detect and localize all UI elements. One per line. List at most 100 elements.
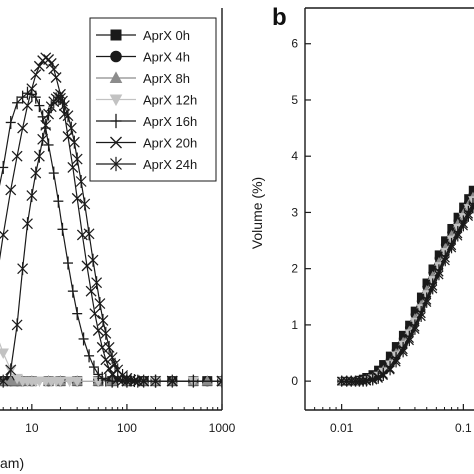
panel-a-data-point bbox=[87, 253, 99, 267]
panel-b-data-point bbox=[391, 356, 401, 368]
panel-a-data-point bbox=[75, 175, 87, 189]
legend-marker bbox=[109, 94, 123, 107]
panel-b-data-point bbox=[368, 374, 378, 386]
panel-b-data-point bbox=[468, 202, 474, 214]
panel-b-data-point bbox=[458, 220, 468, 232]
panel-a-data-point bbox=[37, 132, 49, 146]
legend-item: AprX 24h bbox=[96, 156, 197, 172]
panel-b-data-point bbox=[342, 375, 352, 387]
panel-b-data-point bbox=[453, 230, 463, 242]
panel-b-data-point bbox=[447, 223, 456, 233]
panel-a-data-point bbox=[216, 374, 222, 388]
legend-label: AprX 20h bbox=[143, 136, 197, 151]
panel-a-data-point bbox=[17, 262, 29, 276]
panel-a-data-point bbox=[26, 83, 38, 95]
panel-b-axes bbox=[304, 7, 474, 411]
legend-marker bbox=[110, 136, 122, 149]
panel-a-data-point bbox=[71, 376, 83, 388]
panel-a-data-point bbox=[22, 217, 33, 231]
panel-a-x-tick-label: 100 bbox=[117, 421, 137, 435]
panel-a-data-point bbox=[65, 121, 77, 135]
panel-a-data-point bbox=[45, 57, 57, 69]
panel-a-data-point bbox=[121, 371, 133, 385]
panel-a-data-point bbox=[62, 109, 74, 123]
panel-a-data-point bbox=[72, 307, 83, 321]
panel-a-data-point bbox=[138, 374, 150, 388]
panel-a-data-point bbox=[68, 135, 80, 149]
panel-a-data-point bbox=[78, 332, 89, 346]
panel-a-data-point bbox=[34, 99, 45, 113]
panel-a-data-point bbox=[33, 149, 45, 163]
panel-b-data-point bbox=[410, 323, 420, 335]
panel-b-x-tick-label: 0.01 bbox=[330, 421, 354, 435]
panel-a-data-point bbox=[30, 166, 42, 180]
panel-a-data-point bbox=[40, 118, 52, 132]
panel-a-data-point bbox=[0, 229, 9, 241]
panel-a-data-point bbox=[33, 60, 45, 72]
panel-b-data-point bbox=[404, 335, 414, 347]
panel-a-data-point bbox=[89, 308, 101, 320]
panel-a-data-point bbox=[88, 360, 99, 374]
panel-b-data-point bbox=[440, 255, 450, 267]
panel-b-data-point bbox=[416, 311, 426, 322]
panel-a-data-point bbox=[71, 152, 83, 166]
legend-marker bbox=[110, 156, 122, 172]
panel-a-data-point bbox=[76, 229, 88, 241]
panel-b-data-point bbox=[378, 370, 388, 381]
panel-a-data-point bbox=[50, 72, 62, 83]
panel-a-data-point bbox=[57, 222, 68, 236]
panel-a-data-point bbox=[5, 184, 17, 196]
panel-a-data-point bbox=[62, 256, 73, 270]
panel-a-data-point bbox=[92, 376, 105, 388]
panel-b-series-layer bbox=[336, 185, 474, 387]
panel-b-data-point bbox=[441, 236, 450, 245]
panel-a-data-point bbox=[0, 374, 9, 388]
legend-items: AprX 0h AprX 4h AprX 8h AprX 12h AprX 16h Apr… bbox=[96, 28, 197, 172]
panel-a-data-point bbox=[103, 340, 115, 354]
panel-a-series-6 bbox=[0, 90, 222, 388]
panel-a-data-point bbox=[67, 161, 79, 173]
panel-b-data-point bbox=[416, 292, 426, 301]
legend-label: AprX 4h bbox=[143, 50, 190, 65]
panel-b-x-tick-label: 0.1 bbox=[455, 421, 472, 435]
panel-a-data-point bbox=[26, 189, 38, 203]
legend-item: AprX 20h bbox=[96, 136, 197, 151]
panel-b-y-tick-label: 2 bbox=[291, 262, 298, 276]
panel-b-data-point bbox=[398, 346, 408, 358]
panel-a-data-point bbox=[54, 376, 67, 388]
panel-b-data-point bbox=[468, 185, 474, 195]
legend-item: AprX 0h bbox=[96, 28, 190, 43]
panel-b-series-6 bbox=[337, 202, 474, 387]
panel-b-y-axis-title: Volume (%) bbox=[249, 177, 265, 249]
panel-b-data-point bbox=[373, 372, 383, 384]
legend-label: AprX 24h bbox=[143, 157, 197, 172]
legend-item: AprX 16h bbox=[96, 113, 197, 129]
panel-a-x-tick-label: 1000 bbox=[209, 421, 236, 435]
panel-a-data-point bbox=[85, 285, 97, 297]
panel-a-data-point bbox=[71, 192, 83, 204]
panel-a-data-point bbox=[11, 318, 23, 332]
panel-a-data-point bbox=[97, 313, 109, 327]
panel-a-data-point bbox=[12, 96, 23, 110]
panel-a-data-point bbox=[100, 354, 112, 366]
panel-a-tick-layer: 10 100 1000 bbox=[2, 404, 236, 435]
panel-a-data-point bbox=[5, 363, 17, 377]
legend-label: AprX 0h bbox=[143, 28, 190, 43]
legend-item: AprX 12h bbox=[96, 93, 197, 108]
panel-a-data-point bbox=[48, 63, 60, 75]
panel-b-data-point bbox=[428, 283, 438, 295]
legend-marker bbox=[110, 29, 122, 41]
panel-a-data-point bbox=[45, 100, 57, 114]
panel-a-data-point bbox=[100, 326, 112, 340]
panel-a-data-point bbox=[5, 115, 16, 129]
panel-a-data-point bbox=[84, 349, 95, 363]
panel-a-data-point bbox=[94, 297, 106, 311]
panel-a-data-point bbox=[11, 373, 23, 385]
panel-a-data-point bbox=[79, 197, 91, 211]
panel-b-data-point bbox=[385, 364, 395, 376]
panel-a-data-point bbox=[201, 375, 214, 386]
panel-a-data-point bbox=[43, 138, 54, 152]
panel-b-data-point bbox=[463, 210, 474, 222]
